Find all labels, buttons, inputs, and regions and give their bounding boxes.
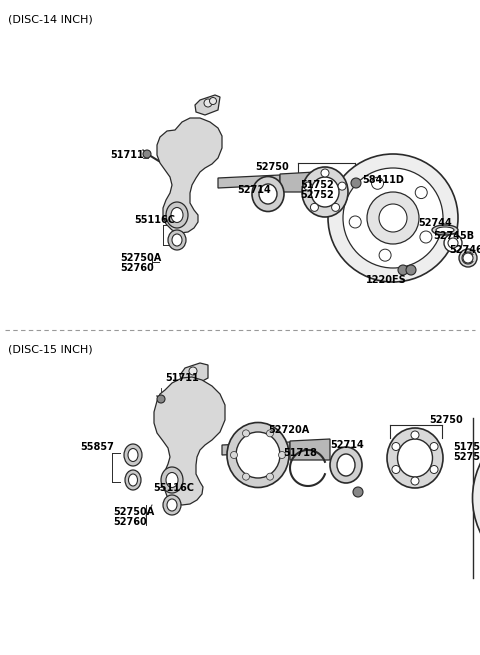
Circle shape [372,178,384,189]
Circle shape [321,169,329,177]
Text: 52745B: 52745B [433,231,474,241]
Circle shape [351,178,361,188]
Circle shape [353,487,363,497]
Ellipse shape [166,202,188,228]
Text: 52750: 52750 [255,162,289,172]
Circle shape [266,473,274,480]
Ellipse shape [444,234,462,252]
Ellipse shape [397,439,432,477]
Circle shape [415,187,427,198]
Text: 58411D: 58411D [362,175,404,185]
Ellipse shape [161,467,183,493]
Ellipse shape [311,177,339,207]
Text: 55116C: 55116C [134,215,175,225]
Circle shape [332,203,339,212]
Circle shape [398,265,408,275]
Text: 52744: 52744 [418,218,452,228]
Circle shape [379,249,391,261]
Circle shape [406,265,416,275]
Ellipse shape [252,176,284,212]
Circle shape [338,182,346,190]
Ellipse shape [330,447,362,483]
Circle shape [392,443,400,451]
Circle shape [411,431,419,439]
Polygon shape [180,363,208,385]
Ellipse shape [343,168,443,268]
Ellipse shape [448,238,458,248]
Text: (DISC-14 INCH): (DISC-14 INCH) [8,14,93,24]
Ellipse shape [167,499,177,511]
Text: 52720A: 52720A [268,425,309,435]
Text: 52750: 52750 [429,415,463,425]
Ellipse shape [236,432,280,478]
Ellipse shape [432,225,458,235]
Ellipse shape [436,227,454,233]
Text: 51711: 51711 [110,150,144,160]
Text: 51711: 51711 [165,373,199,383]
Circle shape [230,451,238,458]
Ellipse shape [459,249,477,267]
Text: 52746: 52746 [449,245,480,255]
Text: 52760: 52760 [120,263,154,273]
Polygon shape [222,442,290,455]
Ellipse shape [128,449,138,462]
Text: 51752: 51752 [300,180,334,190]
Circle shape [143,150,151,158]
Text: 52750A: 52750A [113,507,154,517]
Ellipse shape [124,444,142,466]
Ellipse shape [387,428,443,488]
Ellipse shape [302,167,348,217]
Polygon shape [290,439,330,460]
Text: 51752: 51752 [453,442,480,452]
Text: 52750A: 52750A [120,253,161,263]
Ellipse shape [367,192,419,244]
Ellipse shape [129,474,137,486]
Ellipse shape [472,417,480,579]
Polygon shape [195,95,220,115]
Text: 55857: 55857 [80,442,114,452]
Circle shape [209,98,216,105]
Ellipse shape [463,253,473,263]
Text: 52760: 52760 [113,517,147,527]
Circle shape [411,477,419,485]
Ellipse shape [125,470,141,490]
Circle shape [311,203,318,212]
Circle shape [430,466,438,474]
Circle shape [349,216,361,228]
Ellipse shape [171,208,183,223]
Text: 52714: 52714 [237,185,271,195]
Text: 1220FS: 1220FS [366,275,407,285]
Circle shape [189,367,197,375]
Text: 52752: 52752 [453,452,480,462]
Circle shape [420,231,432,243]
Circle shape [392,466,400,474]
Ellipse shape [227,422,289,487]
Text: 55116C: 55116C [153,483,194,493]
Ellipse shape [337,454,355,476]
Ellipse shape [259,184,277,204]
Circle shape [266,430,274,437]
Circle shape [204,99,212,107]
Circle shape [242,430,250,437]
Ellipse shape [328,154,458,282]
Ellipse shape [379,204,407,232]
Circle shape [157,395,165,403]
Text: 52752: 52752 [300,190,334,200]
Ellipse shape [163,495,181,515]
Ellipse shape [166,472,178,487]
Circle shape [278,451,286,458]
Polygon shape [218,175,280,188]
Polygon shape [154,377,225,505]
Text: (DISC-15 INCH): (DISC-15 INCH) [8,344,93,354]
Ellipse shape [168,230,186,250]
Ellipse shape [172,234,182,246]
Text: 51718: 51718 [283,448,317,458]
Circle shape [304,182,312,190]
Circle shape [242,473,250,480]
Circle shape [430,443,438,451]
Polygon shape [280,172,315,192]
Polygon shape [157,118,222,233]
Text: 52714: 52714 [330,440,364,450]
